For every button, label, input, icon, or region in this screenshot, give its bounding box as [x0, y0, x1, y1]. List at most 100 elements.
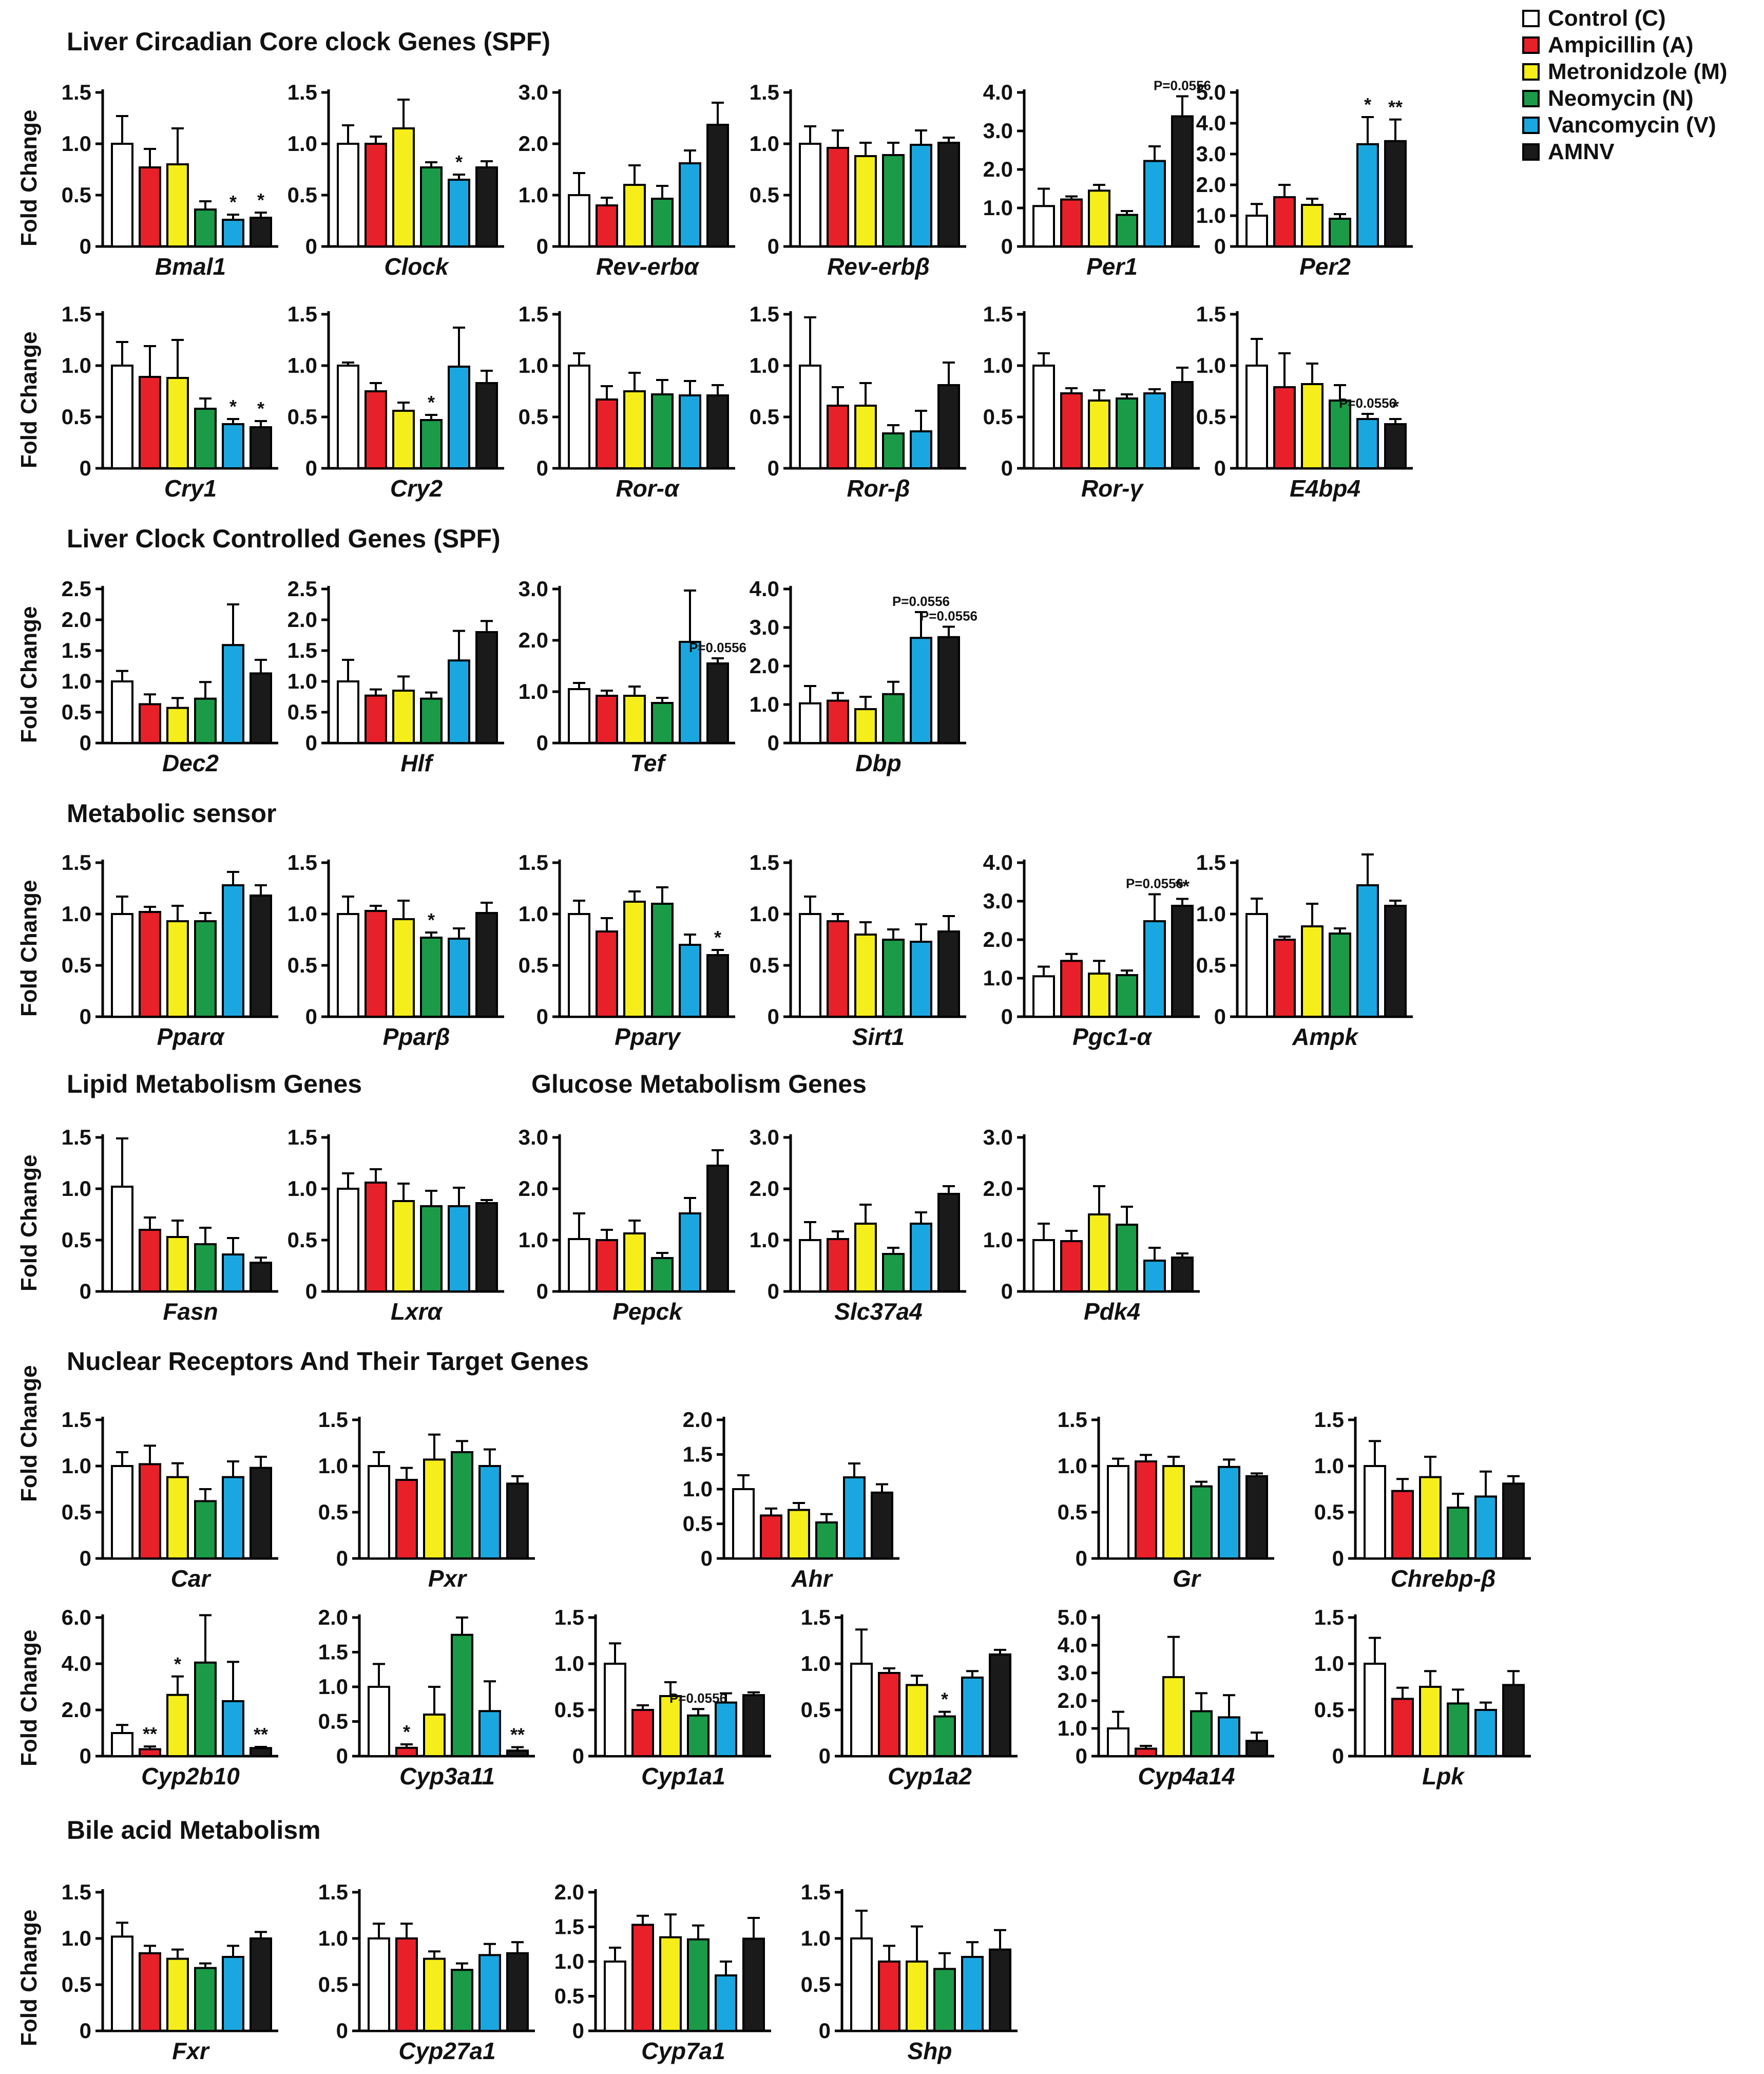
- y-tick-label: 1.0: [318, 1926, 348, 1950]
- bar: [111, 1186, 133, 1292]
- bar: [1329, 218, 1351, 248]
- bar: [166, 1694, 189, 1757]
- bar: [475, 166, 498, 248]
- bar: [194, 208, 217, 248]
- chart-panel: 0 0.5 1.0 1.5 Ror-β: [750, 302, 966, 502]
- y-tick-label: 2.5: [287, 577, 317, 601]
- y-tick-label: 1.0: [554, 1949, 584, 1973]
- significance-label: P=0.0556: [1126, 876, 1183, 891]
- y-tick-label: 2.0: [683, 1407, 713, 1432]
- significance-label: P=0.0556: [920, 608, 977, 624]
- y-tick-label: 0.5: [1314, 1500, 1344, 1524]
- bar: [1391, 1490, 1414, 1560]
- y-tick-label: 1.0: [1058, 1454, 1087, 1478]
- legend-item: Ampicillin (A): [1522, 32, 1728, 59]
- bar: [337, 365, 359, 469]
- chart-panel: 0 0.5 1.0 1.5 Cyp27a1: [318, 1880, 535, 2064]
- bar: [194, 1661, 217, 1757]
- bar: [368, 1465, 390, 1559]
- bar: [760, 1514, 782, 1560]
- bar: [1060, 392, 1083, 469]
- bar: [1384, 423, 1407, 469]
- bar: [596, 695, 618, 744]
- bar: [1162, 1676, 1185, 1758]
- gene-label: Car: [171, 1565, 212, 1592]
- y-tick-label: 0: [80, 456, 91, 480]
- bar: [166, 920, 189, 1018]
- y-tick-label: 0: [1076, 1546, 1087, 1570]
- bar: [448, 179, 470, 248]
- significance-label: **: [254, 1724, 268, 1745]
- y-tick-label: 0: [1214, 1004, 1226, 1029]
- y-tick-label: 0.5: [1196, 405, 1226, 429]
- bar: [166, 1476, 189, 1560]
- bar: [1474, 1495, 1497, 1559]
- y-tick-label: 2.0: [287, 607, 317, 632]
- chart-panel: 0 0.5 1.0 1.5 * Pparβ: [287, 850, 504, 1050]
- bar: [166, 377, 189, 469]
- y-tick-label: 1.0: [287, 902, 317, 926]
- bar: [337, 1188, 359, 1292]
- bar: [222, 884, 244, 1018]
- bar: [715, 1701, 737, 1758]
- bar: [799, 365, 821, 469]
- y-tick-label: 1.5: [62, 638, 91, 662]
- chart-panel: 0 0.5 1.0 1.5 Lpk: [1314, 1605, 1531, 1790]
- chart-panel: 0 0.5 1.0 1.5 Pparα: [62, 850, 278, 1050]
- gene-label: Pparγ: [615, 1023, 681, 1050]
- y-tick-label: 1.0: [801, 1926, 831, 1950]
- y-tick-label: 0: [336, 2019, 348, 2043]
- chart-panel: 0 1.0 2.0 3.0 4.0 5.0 Cyp4a14: [1058, 1605, 1274, 1790]
- chart-panel: 0 0.5 1.0 1.5 * Pparγ: [519, 850, 735, 1050]
- y-tick-label: 0.5: [62, 1972, 91, 1996]
- significance-label: *: [428, 392, 435, 413]
- bar: [111, 365, 133, 469]
- bar: [596, 398, 618, 469]
- y-tick-label: 4.0: [1058, 1633, 1087, 1657]
- y-tick-label: 1.0: [801, 1651, 831, 1676]
- chart-panel: 0 1.0 2.0 3.0 Rev-erbα: [519, 80, 735, 280]
- legend-label: Control (C): [1548, 6, 1666, 31]
- bar: [651, 702, 674, 744]
- chart-panel: 0 0.5 1.0 1.5 2.0 2.5 Dec2: [62, 577, 278, 776]
- y-tick-label: 2.0: [519, 1176, 548, 1201]
- chart-panel: 0 1.0 2.0 3.0 4.0 P=0.0556** Pgc1-α: [983, 850, 1200, 1050]
- y-tick-label: 0: [1001, 1279, 1013, 1303]
- bar: [989, 1948, 1011, 2032]
- y-tick-label: 4.0: [62, 1651, 91, 1676]
- y-tick-label: 0: [572, 1744, 584, 1768]
- bar: [1384, 905, 1407, 1018]
- y-tick-label: 1.5: [287, 302, 317, 326]
- y-tick-label: 0: [80, 1279, 91, 1303]
- bar: [706, 1165, 729, 1292]
- bar: [475, 1202, 498, 1292]
- bar: [799, 913, 821, 1018]
- bar: [651, 903, 674, 1018]
- y-tick-label: 2.0: [750, 1176, 779, 1201]
- bar: [878, 1961, 900, 2032]
- bar: [854, 405, 877, 469]
- bar: [337, 913, 359, 1018]
- y-tick-label: 4.0: [1196, 111, 1226, 135]
- gene-label: Lxrα: [391, 1298, 444, 1325]
- significance-label: **: [1175, 876, 1190, 897]
- y-tick-label: 0.5: [62, 1228, 91, 1252]
- bar: [706, 954, 729, 1018]
- bar: [475, 631, 498, 744]
- bar: [623, 390, 646, 469]
- bar: [1116, 214, 1138, 248]
- y-tick-label: 3.0: [750, 1125, 779, 1149]
- bar: [854, 155, 877, 248]
- significance-label: P=0.0556: [892, 594, 950, 609]
- bar: [1502, 1482, 1525, 1559]
- bar: [111, 1935, 133, 2032]
- y-tick-label: 0.5: [318, 1972, 348, 1996]
- significance-label: *: [941, 1689, 948, 1710]
- bar: [568, 1238, 590, 1292]
- bar: [250, 1262, 272, 1292]
- bar: [1162, 1465, 1185, 1559]
- y-tick-label: 0: [536, 731, 548, 755]
- y-tick-label: 0.5: [62, 700, 91, 724]
- bar: [506, 1749, 529, 1757]
